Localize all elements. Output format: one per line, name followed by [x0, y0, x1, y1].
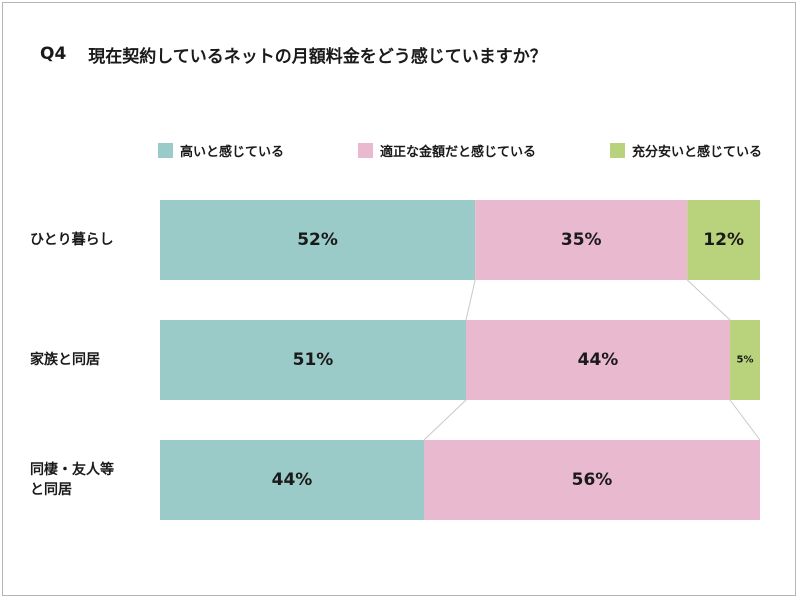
chart-title: Q4 現在契約しているネットの月額料金をどう感じていますか？: [40, 40, 547, 68]
bar-segment-partner-high: [160, 440, 424, 520]
category-label-line: ひとり暮らし: [30, 232, 114, 248]
data-label-partner-fair: 56%: [572, 470, 613, 490]
legend-swatch-fair: [357, 142, 373, 158]
legend-label-cheap: 充分安いと感じている: [631, 144, 762, 160]
data-label-family-high: 51%: [293, 350, 334, 370]
data-label-family-cheap: 5%: [737, 355, 754, 366]
bar-segment-partner-fair: [424, 440, 760, 520]
legend-item-cheap: 充分安いと感じている: [609, 141, 762, 160]
data-label-single-cheap: 12%: [703, 230, 744, 250]
legend-swatch-cheap: [609, 142, 625, 158]
legend-item-high: 高いと感じている: [158, 141, 284, 160]
bar-segment-family-cheap: [730, 320, 760, 400]
legend-label-high: 高いと感じている: [180, 144, 285, 160]
legend-item-fair: 適正な金額だと感じている: [357, 141, 536, 160]
connector-line-single-fair: [686, 279, 731, 321]
data-label-partner-high: 44%: [272, 470, 313, 490]
bar-segment-family-fair: [466, 320, 730, 400]
data-label-single-fair: 35%: [561, 230, 602, 250]
legend-label-fair: 適正な金額だと感じている: [379, 144, 536, 160]
legend-swatch-high: [158, 142, 173, 158]
category-label-line: と同居: [30, 482, 72, 498]
question-number: Q4: [40, 44, 67, 64]
legend: 高いと感じている 適正な金額だと感じている 充分安いと感じている: [158, 140, 762, 160]
category-label-line: 家族と同居: [30, 352, 100, 368]
bar-segment-family-high: [160, 320, 466, 400]
bar-segment-single-high: [160, 200, 476, 280]
connector-line-family-high: [423, 399, 467, 441]
connector-line-single-high: [465, 279, 476, 321]
category-label-family: 家族と同居: [30, 342, 152, 378]
category-label-partner: 同棲・友人等 と同居: [30, 455, 152, 505]
category-label-line: 同棲・友人等: [30, 462, 114, 478]
data-label-family-fair: 44%: [578, 350, 619, 370]
bar-segment-single-cheap: [687, 200, 760, 280]
question-text: 現在契約しているネットの月額料金をどう感じていますか？: [88, 46, 547, 67]
data-label-single-high: 52%: [297, 230, 338, 250]
category-label-single: ひとり暮らし: [30, 222, 152, 258]
bar-segment-single-fair: [475, 200, 688, 280]
connector-line-family-fair: [729, 399, 761, 441]
